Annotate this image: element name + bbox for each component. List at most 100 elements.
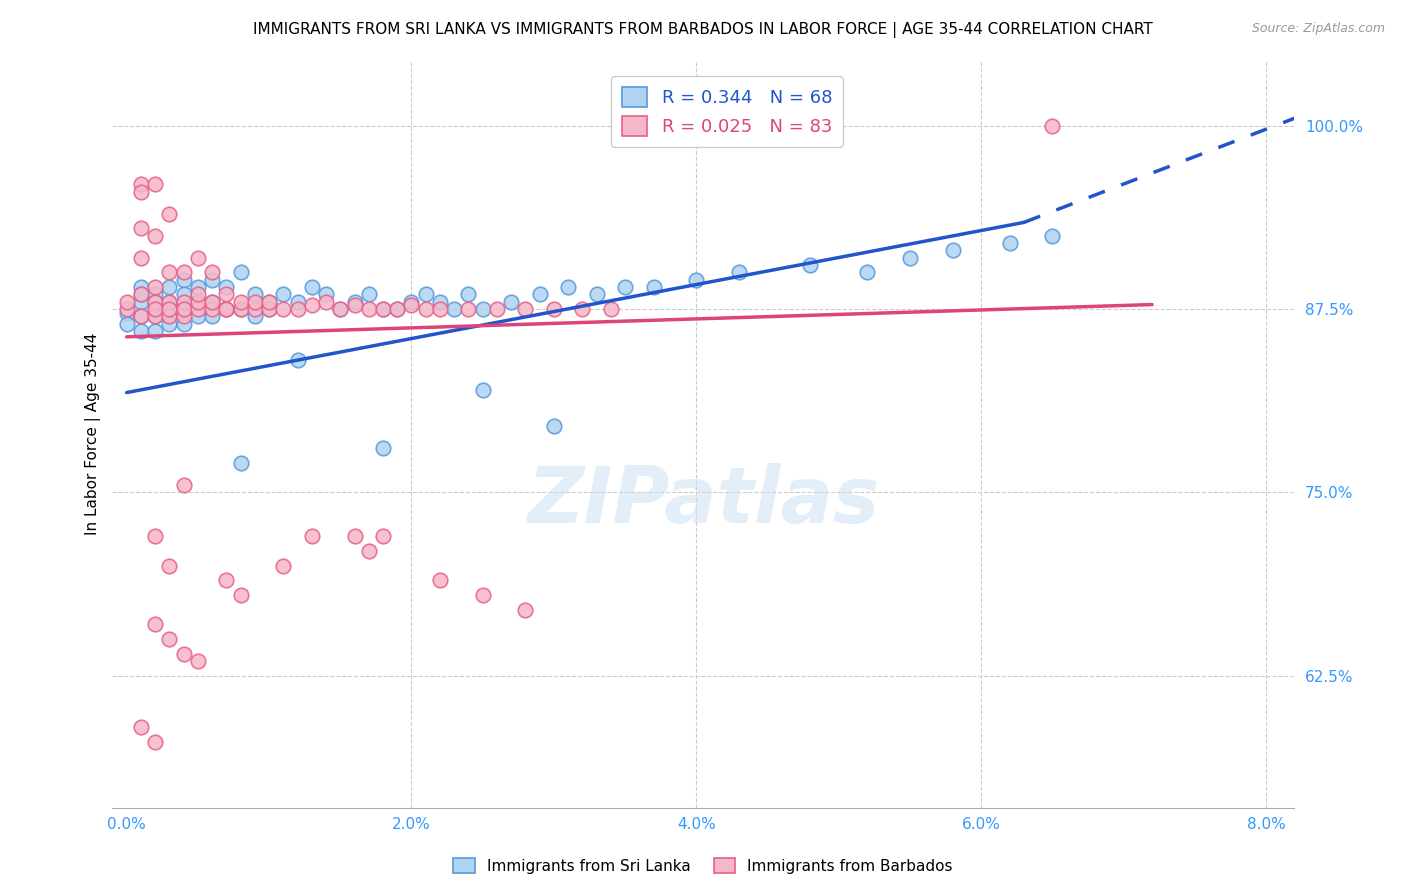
- Point: [357, 544, 380, 558]
- Point: [229, 456, 252, 470]
- Point: [401, 297, 423, 311]
- Point: [215, 574, 238, 588]
- Point: [229, 588, 252, 602]
- Point: [173, 647, 195, 661]
- Point: [129, 280, 152, 294]
- Point: [143, 294, 166, 309]
- Point: [115, 306, 138, 320]
- Point: [543, 419, 565, 434]
- Point: [143, 287, 166, 301]
- Point: [157, 294, 180, 309]
- Point: [215, 280, 238, 294]
- Point: [143, 529, 166, 543]
- Point: [243, 301, 266, 316]
- Point: [115, 294, 138, 309]
- Point: [129, 178, 152, 192]
- Point: [143, 617, 166, 632]
- Point: [357, 301, 380, 316]
- Point: [898, 251, 921, 265]
- Point: [998, 235, 1021, 250]
- Point: [471, 588, 494, 602]
- Point: [599, 301, 621, 316]
- Point: [157, 206, 180, 220]
- Point: [485, 301, 508, 316]
- Point: [201, 294, 224, 309]
- Point: [1040, 228, 1063, 243]
- Point: [157, 265, 180, 279]
- Point: [557, 280, 579, 294]
- Legend: Immigrants from Sri Lanka, Immigrants from Barbados: Immigrants from Sri Lanka, Immigrants fr…: [447, 852, 959, 880]
- Point: [201, 272, 224, 286]
- Point: [371, 442, 394, 456]
- Point: [529, 287, 551, 301]
- Point: [371, 301, 394, 316]
- Point: [301, 529, 323, 543]
- Point: [201, 301, 224, 316]
- Point: [543, 301, 565, 316]
- Point: [457, 287, 479, 301]
- Point: [129, 287, 152, 301]
- Point: [215, 301, 238, 316]
- Point: [157, 280, 180, 294]
- Point: [429, 294, 451, 309]
- Point: [173, 265, 195, 279]
- Point: [201, 294, 224, 309]
- Point: [429, 301, 451, 316]
- Point: [571, 301, 593, 316]
- Point: [585, 287, 607, 301]
- Point: [471, 383, 494, 397]
- Point: [287, 353, 309, 368]
- Point: [257, 294, 280, 309]
- Point: [129, 251, 152, 265]
- Point: [143, 228, 166, 243]
- Point: [243, 310, 266, 324]
- Point: [501, 294, 523, 309]
- Point: [315, 287, 337, 301]
- Point: [187, 294, 209, 309]
- Point: [856, 265, 879, 279]
- Point: [357, 287, 380, 301]
- Point: [799, 258, 821, 272]
- Point: [143, 178, 166, 192]
- Point: [143, 280, 166, 294]
- Point: [143, 734, 166, 748]
- Point: [173, 317, 195, 331]
- Point: [143, 301, 166, 316]
- Point: [173, 301, 195, 316]
- Point: [187, 287, 209, 301]
- Point: [429, 574, 451, 588]
- Point: [129, 294, 152, 309]
- Point: [115, 301, 138, 316]
- Point: [301, 297, 323, 311]
- Point: [173, 294, 195, 309]
- Point: [173, 310, 195, 324]
- Point: [143, 324, 166, 338]
- Point: [187, 294, 209, 309]
- Point: [115, 317, 138, 331]
- Point: [457, 301, 479, 316]
- Point: [257, 301, 280, 316]
- Point: [143, 301, 166, 316]
- Point: [273, 287, 295, 301]
- Point: [443, 301, 465, 316]
- Point: [187, 654, 209, 668]
- Point: [329, 301, 352, 316]
- Point: [415, 301, 437, 316]
- Point: [685, 272, 707, 286]
- Point: [257, 301, 280, 316]
- Point: [287, 294, 309, 309]
- Point: [614, 280, 637, 294]
- Point: [215, 287, 238, 301]
- Point: [301, 280, 323, 294]
- Point: [387, 301, 409, 316]
- Point: [157, 294, 180, 309]
- Point: [173, 287, 195, 301]
- Point: [371, 529, 394, 543]
- Point: [129, 310, 152, 324]
- Point: [343, 529, 366, 543]
- Point: [129, 720, 152, 734]
- Point: [215, 301, 238, 316]
- Point: [229, 301, 252, 316]
- Point: [157, 310, 180, 324]
- Point: [143, 310, 166, 324]
